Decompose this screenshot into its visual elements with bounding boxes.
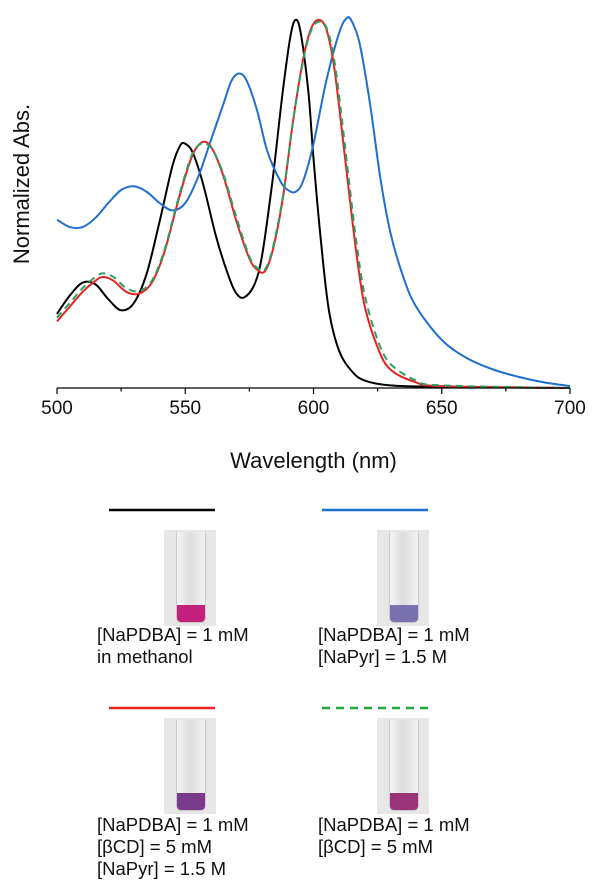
- legend-line-blue: [308, 508, 548, 512]
- caption-line: [NaPDBA] = 1 mM: [318, 624, 470, 645]
- legend-line-black: [95, 508, 335, 512]
- caption-line: in methanol: [97, 646, 193, 667]
- x-tick-label: 500: [41, 398, 73, 419]
- caption-line: [NaPDBA] = 1 mM: [97, 624, 249, 645]
- plot-lines: [56, 16, 571, 389]
- legend-caption-bcd: [NaPDBA] = 1 mM [βCD] = 5 mM: [318, 814, 470, 858]
- legend-caption-napyr: [NaPDBA] = 1 mM [NaPyr] = 1.5 M: [318, 624, 470, 668]
- absorbance-chart: 500 550 600 650 700 Wavelength (nm) Normaliz…: [9, 16, 586, 473]
- caption-line: [NaPyr] = 1.5 M: [318, 646, 448, 667]
- caption-line: [NaPDBA] = 1 mM: [97, 814, 249, 835]
- series-line-green: [56, 20, 571, 389]
- caption-line: [NaPDBA] = 1 mM: [318, 814, 470, 835]
- caption-line: [NaPyr] = 1.5 M: [97, 858, 227, 879]
- vial-liquid: [177, 605, 205, 622]
- caption-line: [βCD] = 5 mM: [318, 836, 433, 857]
- x-ticks: 500 550 600 650 700: [41, 388, 586, 419]
- x-tick-label: 650: [426, 398, 458, 419]
- legend-caption-methanol: [NaPDBA] = 1 mM in methanol: [97, 624, 249, 668]
- series-line-black: [56, 18, 571, 389]
- x-tick-label: 550: [169, 398, 201, 419]
- vial-photo-bcd-napyr: [164, 718, 216, 814]
- vial-liquid: [390, 605, 418, 622]
- vial-photo-napyr: [377, 530, 429, 626]
- x-tick-label: 600: [298, 398, 330, 419]
- y-axis-title: Normalized Abs.: [9, 104, 34, 264]
- legend-line-red: [95, 706, 335, 710]
- vial-liquid: [177, 793, 205, 810]
- vial-photo-bcd: [377, 718, 429, 814]
- x-tick-label: 700: [554, 398, 586, 419]
- x-axis-title: Wavelength (nm): [230, 448, 397, 473]
- series-line-red: [56, 18, 571, 389]
- legend-line-green: [308, 706, 548, 710]
- vial-liquid: [390, 793, 418, 810]
- legend-caption-bcd-napyr: [NaPDBA] = 1 mM [βCD] = 5 mM [NaPyr] = 1…: [97, 814, 249, 880]
- series-line-blue: [56, 16, 571, 388]
- vial-photo-methanol: [164, 530, 216, 626]
- caption-line: [βCD] = 5 mM: [97, 836, 212, 857]
